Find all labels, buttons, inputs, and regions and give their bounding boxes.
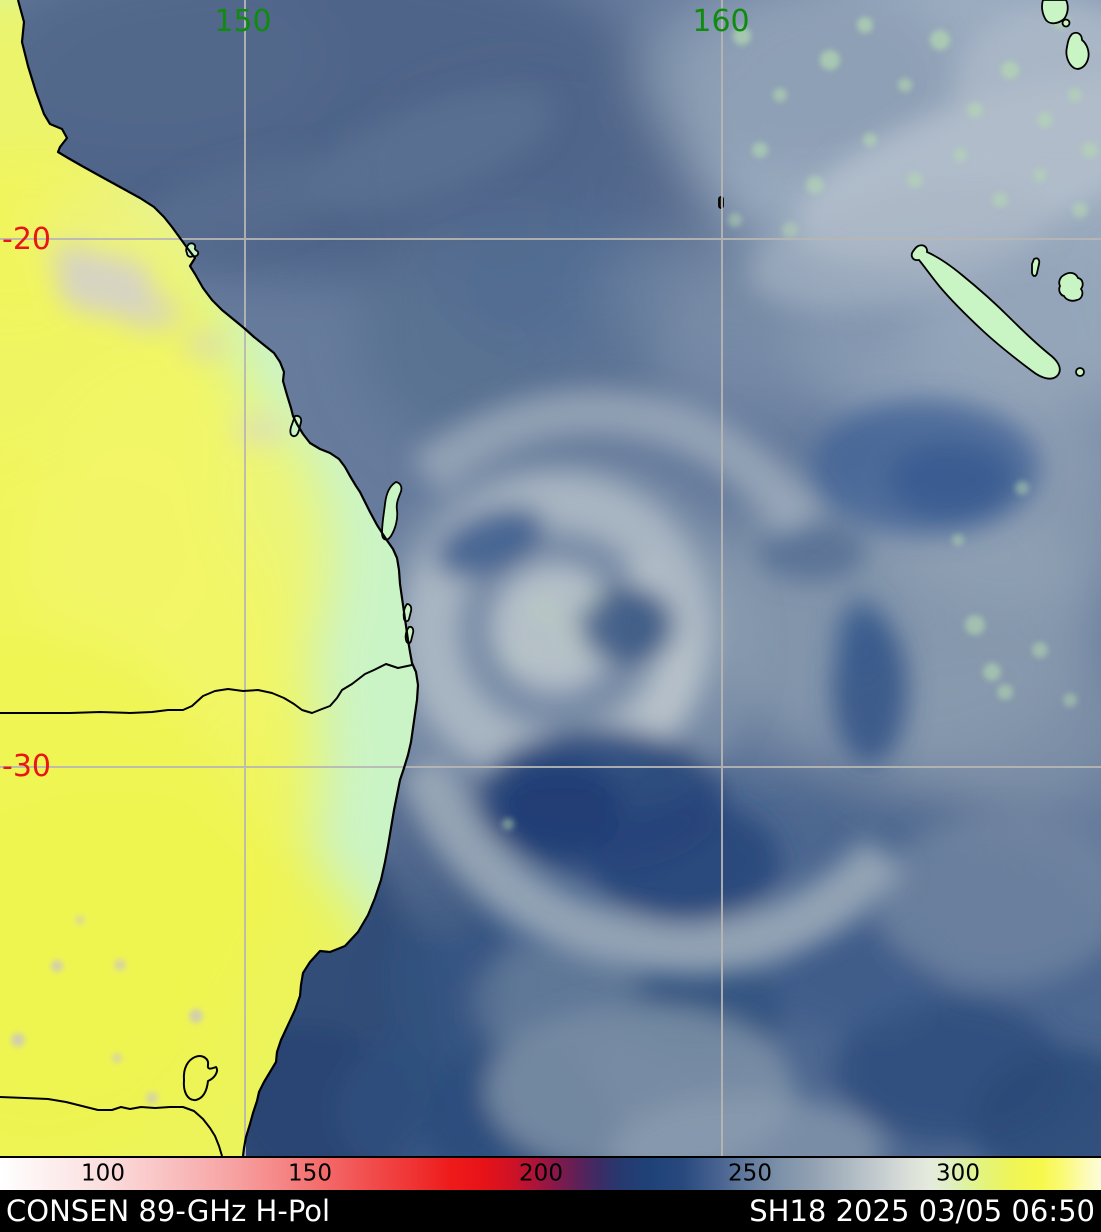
border-act [182,1055,218,1102]
lon-label-150: 150 [214,4,271,39]
lat-label-20s: -20 [2,222,51,257]
ocean-cloud-blobs [143,5,1101,1215]
coastline [16,0,420,1157]
island-curtis [381,481,403,541]
border-qld-nsw [0,663,413,714]
island-tiny-dot [1075,367,1085,377]
colorbar-tick-150: 150 [288,1160,332,1187]
tropical-cyclone-spiral [360,389,905,975]
satellite-timestamp: SH18 2025 03/05 06:50 [749,1194,1095,1228]
island-whitsunday [289,414,303,438]
state-borders [0,663,413,1157]
colorbar-tick-200: 200 [519,1160,563,1187]
product-title: CONSEN 89-GHz H-Pol [6,1194,331,1228]
lat-label-30s: -30 [2,749,51,784]
island-small-north [185,242,200,258]
colorbar-tick-100: 100 [81,1160,125,1187]
island-vanuatu-dot [1061,18,1071,28]
ocean-green-speckles [502,11,1098,830]
offshore-islands [185,0,1090,645]
colorbar-tick-250: 250 [728,1160,772,1187]
colorbar-tick-300: 300 [936,1160,980,1187]
temperature-colorbar: 100 150 200 250 300 [0,1156,1101,1190]
latlon-gridlines [0,0,1101,1156]
island-lifou [1031,257,1041,277]
island-new-caledonia [910,244,1061,380]
border-nsw-vic [0,1096,223,1157]
island-vanuatu-b [1065,31,1090,70]
island-vanuatu-a [1041,0,1069,25]
island-mare [1058,271,1084,302]
lon-label-160: 160 [692,4,749,39]
caption-bar: CONSEN 89-GHz H-Pol SH18 2025 03/05 06:5… [0,1190,1101,1232]
